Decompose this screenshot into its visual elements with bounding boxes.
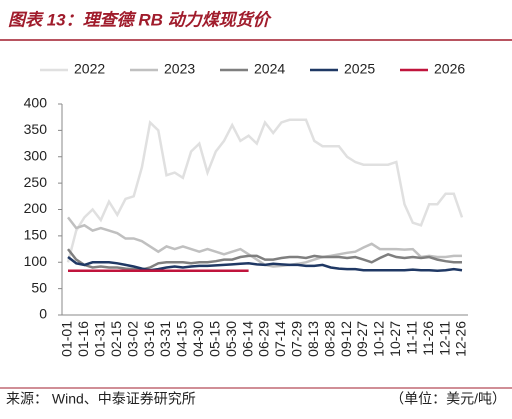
x-tick-label: 01-16: [75, 321, 91, 357]
x-tick-label: 01-31: [92, 321, 108, 357]
x-tick-label: 06-14: [239, 321, 255, 357]
x-tick-label: 06-29: [256, 321, 272, 357]
x-tick-label: 04-30: [190, 321, 206, 357]
series-line: [66, 118, 464, 263]
legend-label: 2024: [254, 61, 285, 77]
y-tick-label: 100: [24, 253, 48, 269]
x-tick-label: 05-30: [223, 321, 239, 357]
x-tick-label: 08-28: [321, 321, 337, 357]
x-tick-label: 10-27: [387, 321, 403, 357]
x-tick-label: 11-26: [420, 321, 436, 356]
series-line: [67, 248, 462, 271]
y-tick-label: 200: [24, 200, 48, 216]
y-tick-label: 300: [24, 147, 48, 163]
legend-label: 2025: [344, 61, 375, 77]
unit: （单位：美元/吨）: [390, 391, 506, 407]
y-tick-label: 150: [24, 227, 48, 243]
legend-label: 2026: [434, 61, 465, 77]
x-tick-label: 03-02: [124, 321, 140, 357]
x-tick-label: 01-01: [59, 321, 75, 357]
x-tick-label: 12-11: [436, 321, 452, 356]
y-tick-label: 250: [24, 174, 48, 190]
chart-title: 图表 13：理查德 RB 动力煤现货价: [8, 10, 273, 29]
x-tick-label: 02-15: [108, 321, 124, 357]
y-tick-label: 400: [24, 95, 48, 111]
x-tick-label: 03-16: [141, 321, 157, 357]
x-tick-label: 07-14: [272, 321, 288, 357]
x-tick-label: 11-11: [403, 321, 419, 355]
legend-label: 2023: [164, 61, 195, 77]
x-tick-label: 04-15: [174, 321, 190, 357]
x-tick-label: 09-12: [338, 321, 354, 357]
x-tick-label: 12-26: [453, 321, 469, 357]
x-tick-label: 07-29: [289, 321, 305, 357]
y-tick-label: 350: [24, 121, 48, 137]
legend-label: 2022: [74, 61, 105, 77]
x-tick-label: 10-12: [371, 321, 387, 357]
source: 来源： Wind、中泰证券研究所: [6, 391, 196, 407]
series-line: [67, 256, 463, 272]
x-tick-label: 08-13: [305, 321, 321, 357]
x-tick-label: 05-15: [206, 321, 222, 357]
y-tick-label: 50: [31, 279, 47, 295]
y-tick-label: 0: [39, 306, 47, 322]
x-tick-label: 09-27: [354, 321, 370, 357]
x-tick-label: 03-31: [157, 321, 173, 357]
